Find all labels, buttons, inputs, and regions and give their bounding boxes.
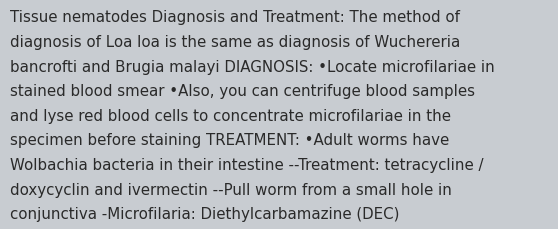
- Text: Tissue nematodes Diagnosis and Treatment: The method of: Tissue nematodes Diagnosis and Treatment…: [10, 10, 460, 25]
- Text: and lyse red blood cells to concentrate microfilariae in the: and lyse red blood cells to concentrate …: [10, 108, 451, 123]
- Text: bancrofti and Brugia malayi DIAGNOSIS: •Locate microfilariae in: bancrofti and Brugia malayi DIAGNOSIS: •…: [10, 59, 495, 74]
- Text: Wolbachia bacteria in their intestine --Treatment: tetracycline /: Wolbachia bacteria in their intestine --…: [10, 157, 484, 172]
- Text: diagnosis of Loa loa is the same as diagnosis of Wuchereria: diagnosis of Loa loa is the same as diag…: [10, 35, 460, 50]
- Text: stained blood smear •Also, you can centrifuge blood samples: stained blood smear •Also, you can centr…: [10, 84, 475, 99]
- Text: doxycyclin and ivermectin --Pull worm from a small hole in: doxycyclin and ivermectin --Pull worm fr…: [10, 182, 452, 197]
- Text: specimen before staining TREATMENT: •Adult worms have: specimen before staining TREATMENT: •Adu…: [10, 133, 449, 148]
- Text: conjunctiva -Microfilaria: Diethylcarbamazine (DEC): conjunctiva -Microfilaria: Diethylcarbam…: [10, 206, 400, 221]
